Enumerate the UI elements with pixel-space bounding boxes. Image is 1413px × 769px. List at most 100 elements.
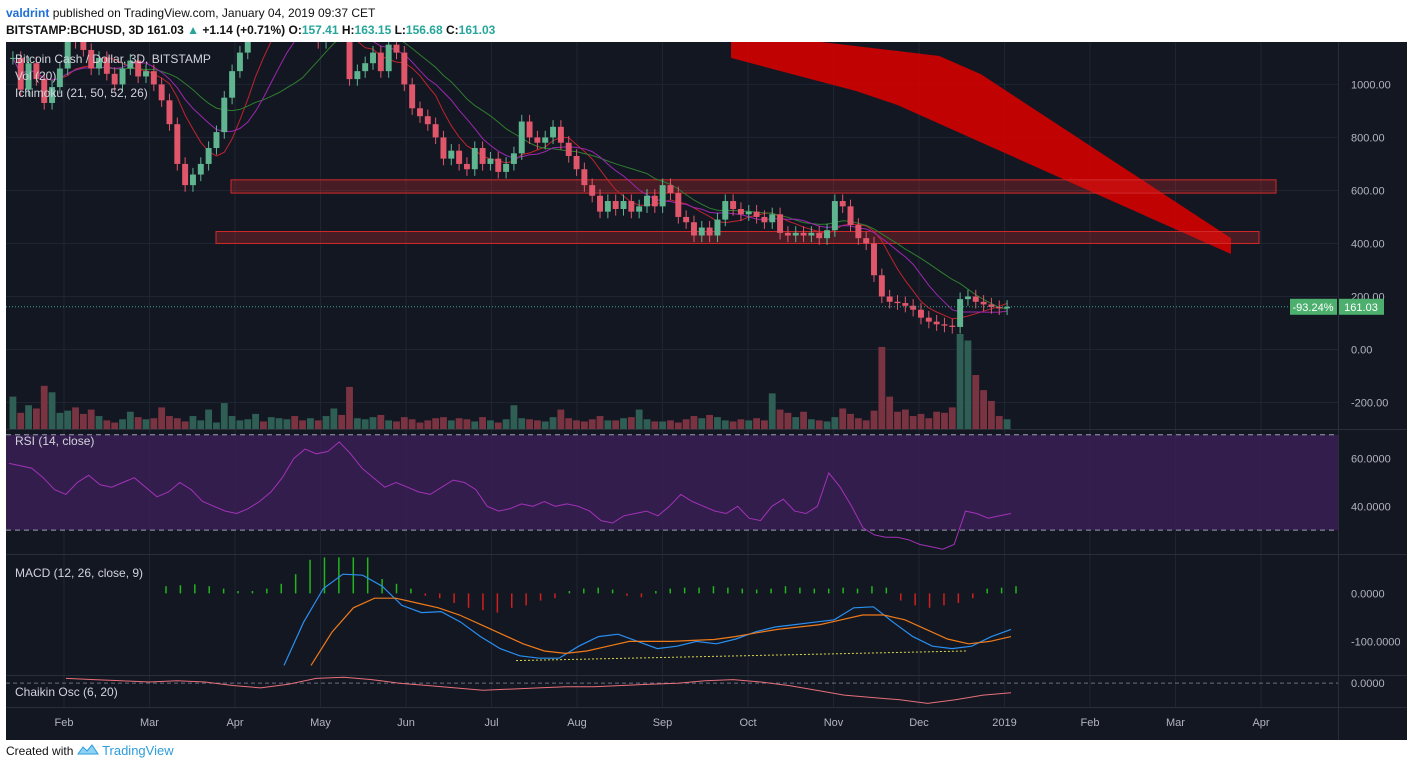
volume-bar xyxy=(714,417,721,429)
candle-body xyxy=(933,321,940,325)
volume-bar xyxy=(541,421,549,429)
candle-body xyxy=(182,163,189,186)
chart-area[interactable]: Feb Mar Apr May Jun Jul Aug Sep Oct Nov Dec 2019 Feb… xyxy=(6,42,1407,740)
y-tick-label: 0.00 xyxy=(1351,344,1372,356)
candle-body xyxy=(346,42,353,80)
candle-body xyxy=(150,71,157,85)
symbol-label: BITSTAMP:BCHUSD, 3D xyxy=(6,23,144,37)
candle-body xyxy=(189,174,196,186)
rsi-tick-label: 40.0000 xyxy=(1351,501,1391,513)
candle-body xyxy=(174,124,181,164)
candle-body xyxy=(573,155,580,170)
volume-bar xyxy=(988,400,995,429)
footer: Created with TradingView xyxy=(6,743,174,761)
candle-body xyxy=(135,60,142,77)
candle-body xyxy=(949,325,956,327)
ichimoku-lagging-line xyxy=(12,42,1008,313)
change-up-icon: ▲ xyxy=(187,23,200,37)
candle-body xyxy=(565,142,572,156)
volume-bar xyxy=(79,413,87,429)
volume-bar xyxy=(346,386,353,429)
tradingview-logo-icon[interactable] xyxy=(76,744,102,758)
candle-body xyxy=(385,44,392,72)
candle-body xyxy=(33,63,40,80)
volume-bar xyxy=(447,420,455,429)
candle-body xyxy=(448,150,455,159)
volume-bar xyxy=(275,418,283,429)
candle-body xyxy=(980,301,987,305)
candle-body xyxy=(690,222,697,236)
x-tick-label: Aug xyxy=(567,717,587,729)
volume-bar xyxy=(142,419,150,429)
candle-body xyxy=(784,232,791,236)
volume-bar xyxy=(854,418,862,429)
candle-body xyxy=(370,52,376,64)
chaikin-tick-label: 0.0000 xyxy=(1351,678,1385,690)
x-tick-label: Mar xyxy=(1166,717,1185,729)
candle-body xyxy=(56,68,63,88)
chart-svg[interactable]: Feb Mar Apr May Jun Jul Aug Sep Oct Nov Dec 2019 Feb… xyxy=(6,42,1407,740)
volume-bar xyxy=(228,416,236,429)
candle-body xyxy=(229,71,236,98)
ichimoku-base-line xyxy=(12,42,1008,310)
volume-bar xyxy=(267,417,275,429)
candle-body xyxy=(236,52,243,72)
candle-body xyxy=(769,214,776,223)
x-tick-label: Mar xyxy=(140,717,159,729)
volume-bar xyxy=(9,396,17,429)
volume-bar xyxy=(252,413,259,429)
volume-bar xyxy=(620,418,627,429)
open-label: O: xyxy=(288,23,302,37)
candle-body xyxy=(988,304,995,308)
volume-bar xyxy=(651,421,659,429)
volume-bar xyxy=(526,419,533,429)
volume-bar xyxy=(291,416,299,429)
rsi-legend: RSI (14, close) xyxy=(15,434,94,448)
candle-body xyxy=(25,63,32,90)
volume-bar xyxy=(612,420,620,429)
volume-bar xyxy=(596,416,604,429)
volume-bar xyxy=(166,416,173,429)
volume-bar xyxy=(40,385,48,429)
candle-body xyxy=(127,60,134,69)
volume-bar xyxy=(56,412,64,429)
candle-body xyxy=(205,148,212,164)
candle-body xyxy=(377,52,384,72)
candle-body xyxy=(534,137,541,143)
volume-bar xyxy=(463,419,471,429)
candle-body xyxy=(855,224,862,239)
volume-bar xyxy=(126,411,134,429)
candle-body xyxy=(64,42,71,69)
candle-body xyxy=(581,169,588,186)
volume-bar xyxy=(995,416,1003,429)
resistance-zone xyxy=(215,231,1260,244)
candle-body xyxy=(41,79,48,103)
volume-bar xyxy=(980,390,988,429)
volume-bar xyxy=(557,409,565,429)
candle-body xyxy=(103,57,110,74)
candle-body xyxy=(808,232,815,236)
volume-bar xyxy=(941,412,948,429)
author-link[interactable]: valdrint xyxy=(6,6,50,20)
candle-body xyxy=(753,211,760,217)
volume-bar xyxy=(753,418,760,429)
candle-body xyxy=(471,148,478,170)
candle-body xyxy=(737,208,744,215)
candle-body xyxy=(863,238,870,244)
volume-bar xyxy=(205,409,213,429)
y-tick-label: 800.00 xyxy=(1351,132,1385,144)
open-value: 157.41 xyxy=(301,23,339,37)
volume-bar xyxy=(385,420,393,429)
volume-bar xyxy=(761,420,768,429)
candle-body xyxy=(213,132,220,149)
volume-bar xyxy=(800,411,807,429)
volume-bar xyxy=(901,409,909,429)
close-value: 161.03 xyxy=(458,23,496,37)
tradingview-brand[interactable]: TradingView xyxy=(102,743,174,758)
volume-bar xyxy=(831,417,839,429)
candle-body xyxy=(80,42,87,50)
candle-body xyxy=(777,214,784,233)
rsi-tick-label: 60.0000 xyxy=(1351,454,1391,466)
volume-bar xyxy=(580,421,588,429)
candle-body xyxy=(9,57,16,59)
